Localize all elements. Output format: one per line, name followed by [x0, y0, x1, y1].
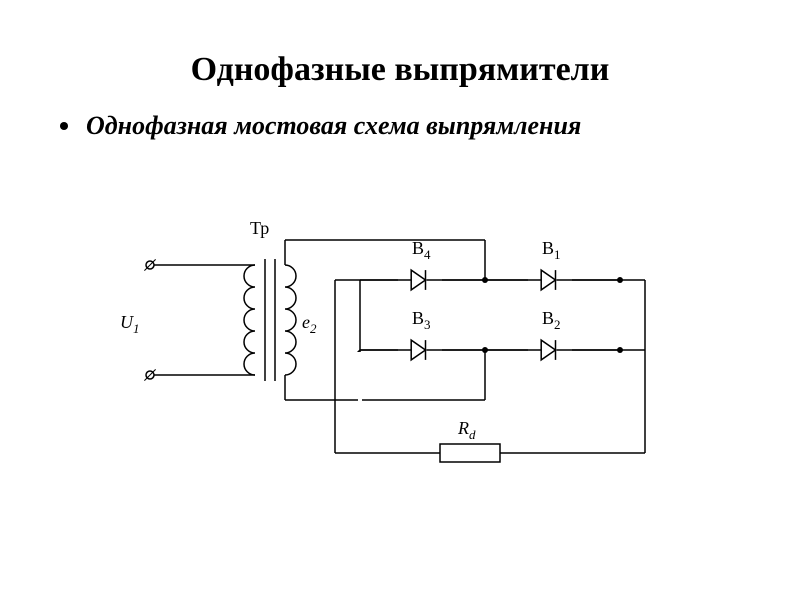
bullet-text: Однофазная мостовая схема выпрямления: [86, 110, 646, 143]
slide: Однофазные выпрямители Однофазная мостов…: [0, 0, 800, 600]
slide-title: Однофазные выпрямители: [0, 51, 800, 89]
svg-text:Тр: Тр: [250, 218, 269, 238]
circuit-diagram: U1Трe2B4B1B3B2Rd: [120, 210, 680, 490]
svg-text:e2: e2: [302, 312, 317, 336]
svg-text:Rd: Rd: [457, 418, 476, 442]
svg-text:U1: U1: [120, 312, 140, 336]
bullet-dot-icon: [60, 122, 68, 130]
bullet-item: Однофазная мостовая схема выпрямления: [60, 110, 700, 143]
title-text: Однофазные выпрямители: [191, 51, 610, 88]
